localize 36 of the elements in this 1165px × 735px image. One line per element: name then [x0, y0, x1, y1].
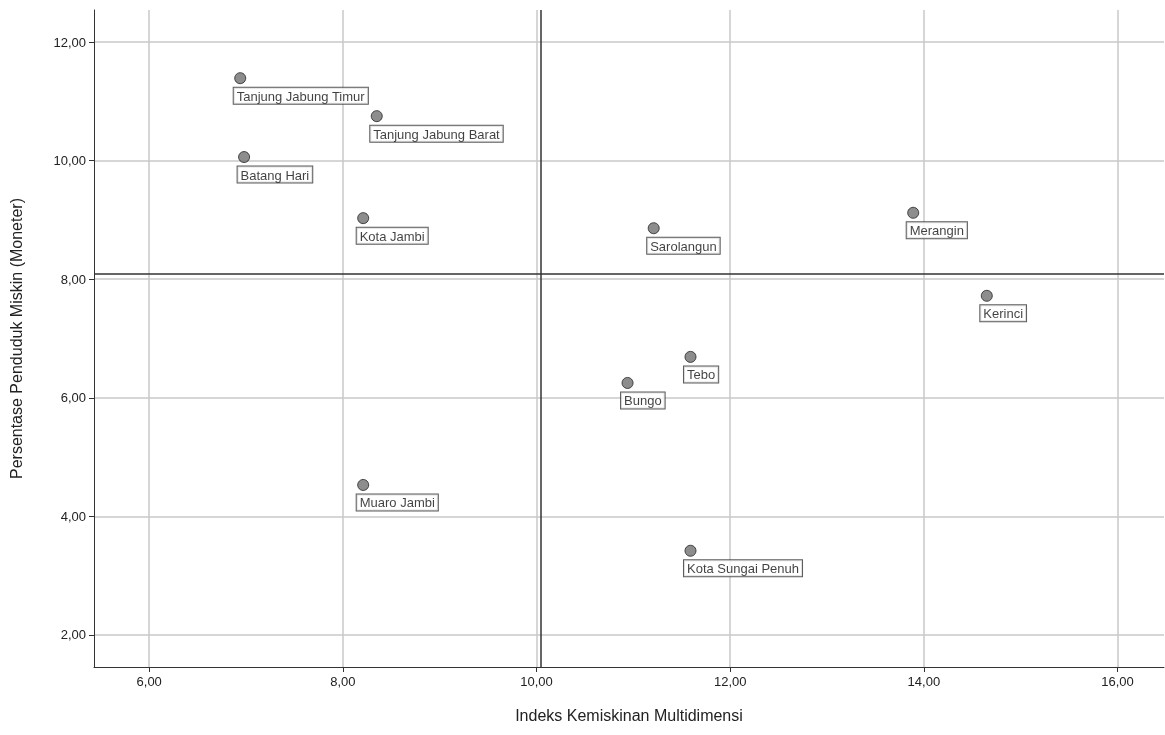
y-axis-title: Persentase Penduduk Miskin (Moneter) [7, 197, 25, 480]
y-tick-label: 4,00 [60, 508, 86, 524]
annotation: Kota Jambi [359, 228, 425, 244]
y-tick-label: 10,00 [53, 153, 86, 169]
x-tick-label: 14,00 [907, 674, 941, 689]
annotation: Muaro Jambi [359, 495, 435, 511]
x-tick-label: 6,00 [136, 674, 162, 689]
point [647, 222, 660, 235]
annotation: Kota Sungai Penuh [686, 561, 800, 577]
point [907, 206, 920, 219]
point [980, 289, 993, 302]
point [621, 376, 634, 389]
annotation: Tanjung Jabung Barat [373, 126, 501, 142]
x-tick-label: 16,00 [1101, 674, 1134, 689]
y-tick-label: 6,00 [60, 390, 86, 406]
annotation: Tebo [686, 367, 716, 383]
point [370, 110, 383, 123]
point [234, 72, 247, 85]
point [238, 151, 251, 164]
annotation: Kerinci [983, 306, 1024, 322]
annotation: Sarolangun [650, 238, 717, 254]
annotation: Merangin [909, 223, 964, 239]
x-tick-label: 10,00 [520, 674, 553, 689]
x-axis-title: Indeks Kemiskinan Multidimensi [515, 706, 743, 724]
point [357, 478, 370, 491]
annotation: Bungo [624, 393, 662, 409]
y-tick-label: 8,00 [60, 271, 86, 287]
x-tick-label: 8,00 [330, 674, 356, 689]
annotation: Batang Hari [240, 167, 310, 183]
point [684, 350, 697, 363]
annotation: Tanjung Jabung Timur [236, 88, 366, 104]
y-tick-label: 12,00 [53, 34, 86, 50]
y-tick-label: 2,00 [60, 627, 86, 643]
point [684, 544, 697, 557]
x-tick-label: 12,00 [713, 674, 747, 689]
point [357, 212, 370, 225]
